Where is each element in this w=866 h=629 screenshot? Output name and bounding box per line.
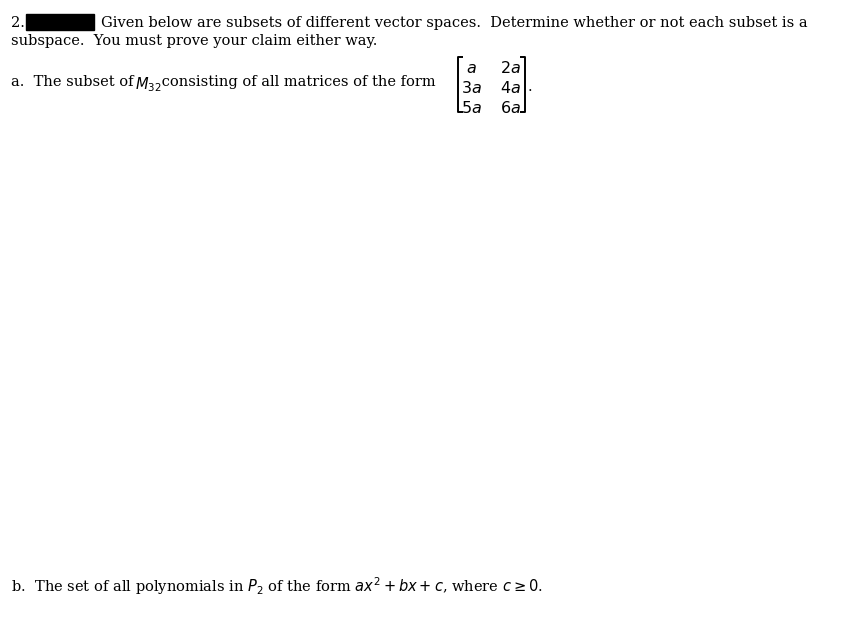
Text: $2a$: $2a$ — [500, 60, 521, 77]
Text: $4a$: $4a$ — [500, 80, 521, 97]
Text: consisting of all matrices of the form: consisting of all matrices of the form — [157, 75, 436, 89]
Text: Given below are subsets of different vector spaces.  Determine whether or not ea: Given below are subsets of different vec… — [100, 16, 807, 30]
Text: subspace.  You must prove your claim either way.: subspace. You must prove your claim eith… — [11, 34, 378, 48]
Text: b.  The set of all polynomials in $P_2$ of the form $ax^2 + bx + c$, where $c \g: b. The set of all polynomials in $P_2$ o… — [11, 575, 543, 597]
Text: 2.: 2. — [11, 16, 25, 30]
Text: $5a$: $5a$ — [461, 100, 481, 117]
Text: $3a$: $3a$ — [461, 80, 481, 97]
Text: $6a$: $6a$ — [500, 100, 521, 117]
Text: $M_{32}$: $M_{32}$ — [135, 75, 161, 94]
Text: .: . — [527, 80, 532, 94]
Text: a.  The subset of: a. The subset of — [11, 75, 139, 89]
Bar — [26, 14, 94, 30]
Text: $a$: $a$ — [466, 60, 476, 77]
